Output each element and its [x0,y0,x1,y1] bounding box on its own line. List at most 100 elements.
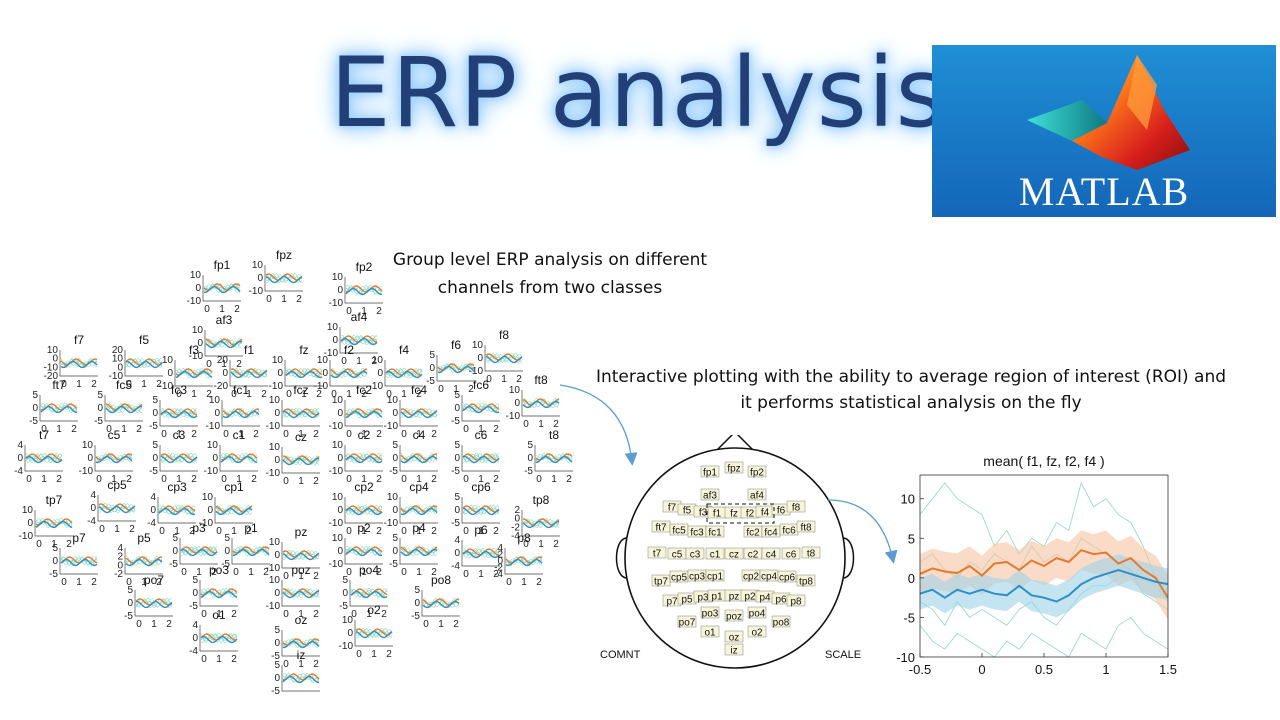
y-tick-label: 0 [392,408,398,419]
x-tick-label: 1 [41,474,47,485]
electrode-fz[interactable]: fz [724,506,744,520]
electrode-f1[interactable]: f1 [707,506,727,520]
subject-trace [160,452,198,462]
electrode-fp2[interactable]: fp2 [747,465,767,479]
y-tick-label: -10 [896,650,915,665]
y-tick-label: -4 [189,646,198,657]
electrode-label: ft8 [800,523,812,534]
comnt-label[interactable]: COMNT [600,649,641,661]
y-tick-label: 0 [477,353,483,364]
electrode-cp6[interactable]: cp6 [777,570,797,584]
electrode-o1[interactable]: o1 [700,625,720,639]
electrode-fp1[interactable]: fp1 [700,465,720,479]
class2-mean-trace [283,640,320,649]
electrode-p4[interactable]: p4 [755,590,775,604]
channel-axes [134,590,173,617]
electrode-t8[interactable]: t8 [801,546,821,560]
y-tick-label: 2 [514,505,520,516]
y-tick-label: 5 [908,531,915,546]
electrode-cp1[interactable]: cp1 [705,569,725,583]
electrode-fc6[interactable]: fc6 [779,523,799,537]
electrode-fpz[interactable]: fpz [724,461,744,475]
y-tick-label: 0 [224,546,230,557]
electrode-po7[interactable]: po7 [677,615,697,629]
y-tick-label: 10 [252,260,264,271]
electrode-p8[interactable]: p8 [786,594,806,608]
roi-selection-box[interactable] [706,503,775,524]
class2-mean-trace [462,550,500,559]
electrode-af4[interactable]: af4 [747,488,767,502]
electrode-c3[interactable]: c3 [685,547,705,561]
y-tick-label: -10 [249,286,264,297]
subject-trace [200,633,238,644]
electrode-t7[interactable]: t7 [647,546,667,560]
electrode-f8[interactable]: f8 [786,500,806,514]
electrode-fc5[interactable]: fc5 [669,523,689,537]
electrode-ft8[interactable]: ft8 [796,520,816,534]
electrode-c5[interactable]: c5 [667,547,687,561]
y-tick-label: 10 [112,354,124,365]
electrode-po3[interactable]: po3 [700,606,720,620]
x-tick-label: 2 [376,474,382,485]
electrode-c1[interactable]: c1 [705,547,725,561]
y-tick-label: 0 [117,560,123,571]
electrode-fc1[interactable]: fc1 [705,525,725,539]
electrode-label: fc4 [764,528,778,539]
y-tick-label: 10 [82,440,94,451]
electrode-po4[interactable]: po4 [747,606,767,620]
electrode-f4[interactable]: f4 [755,505,775,519]
subject-trace [105,404,143,414]
electrode-cp2[interactable]: cp2 [741,569,761,583]
electrode-iz[interactable]: iz [724,643,744,657]
x-tick-label: 1 [298,571,304,582]
electrode-fc4[interactable]: fc4 [761,525,781,539]
y-tick-label: -10 [369,381,384,392]
x-tick-label: 0 [401,567,407,578]
x-tick-label: 0 [506,577,512,588]
electrode-marker [786,500,806,513]
electrode-po8[interactable]: po8 [771,615,791,629]
electrode-pz[interactable]: pz [724,589,744,603]
channel-label: cp4 [409,480,429,494]
x-tick-label: 2 [493,526,499,537]
class2-mean-trace [203,285,241,294]
scale-label[interactable]: SCALE [825,649,861,661]
electrode-cp4[interactable]: cp4 [759,569,779,583]
channel-label: f5 [139,333,149,347]
electrode-cp5[interactable]: cp5 [669,570,689,584]
electrode-poz[interactable]: poz [724,609,744,623]
x-tick-label: 2 [313,429,319,440]
x-tick-label: 2 [431,567,437,578]
y-tick-label: 5 [454,440,460,451]
channel-axes [199,625,238,652]
electrode-tp8[interactable]: tp8 [796,574,816,588]
electrode-p5[interactable]: p5 [677,592,697,606]
electrode-cz[interactable]: cz [724,547,744,561]
electrode-fc2[interactable]: fc2 [743,525,763,539]
electrode-c6[interactable]: c6 [781,547,801,561]
y-tick-label: 0 [90,503,96,514]
electrode-ft7[interactable]: ft7 [651,520,671,534]
electrode-c2[interactable]: c2 [743,547,763,561]
electrode-oz[interactable]: oz [724,630,744,644]
electrode-c4[interactable]: c4 [761,547,781,561]
electrode-f5[interactable]: f5 [677,503,697,517]
electrode-af3[interactable]: af3 [700,488,720,502]
y-tick-label: -10 [329,298,344,309]
electrode-cp3[interactable]: cp3 [687,569,707,583]
subject-trace [522,517,560,528]
channel-label: po7 [144,573,164,587]
x-tick-label: 1 [416,474,422,485]
electrode-fc3[interactable]: fc3 [687,525,707,539]
y-tick-label: -5 [451,518,460,529]
electrode-tp7[interactable]: tp7 [651,574,671,588]
electrode-label: f2 [746,509,755,520]
electrode-p1[interactable]: p1 [707,589,727,603]
electrode-o2[interactable]: o2 [747,625,767,639]
x-tick-label: 1 [141,379,147,390]
subject-trace [462,504,500,515]
channel-axes [461,540,500,567]
